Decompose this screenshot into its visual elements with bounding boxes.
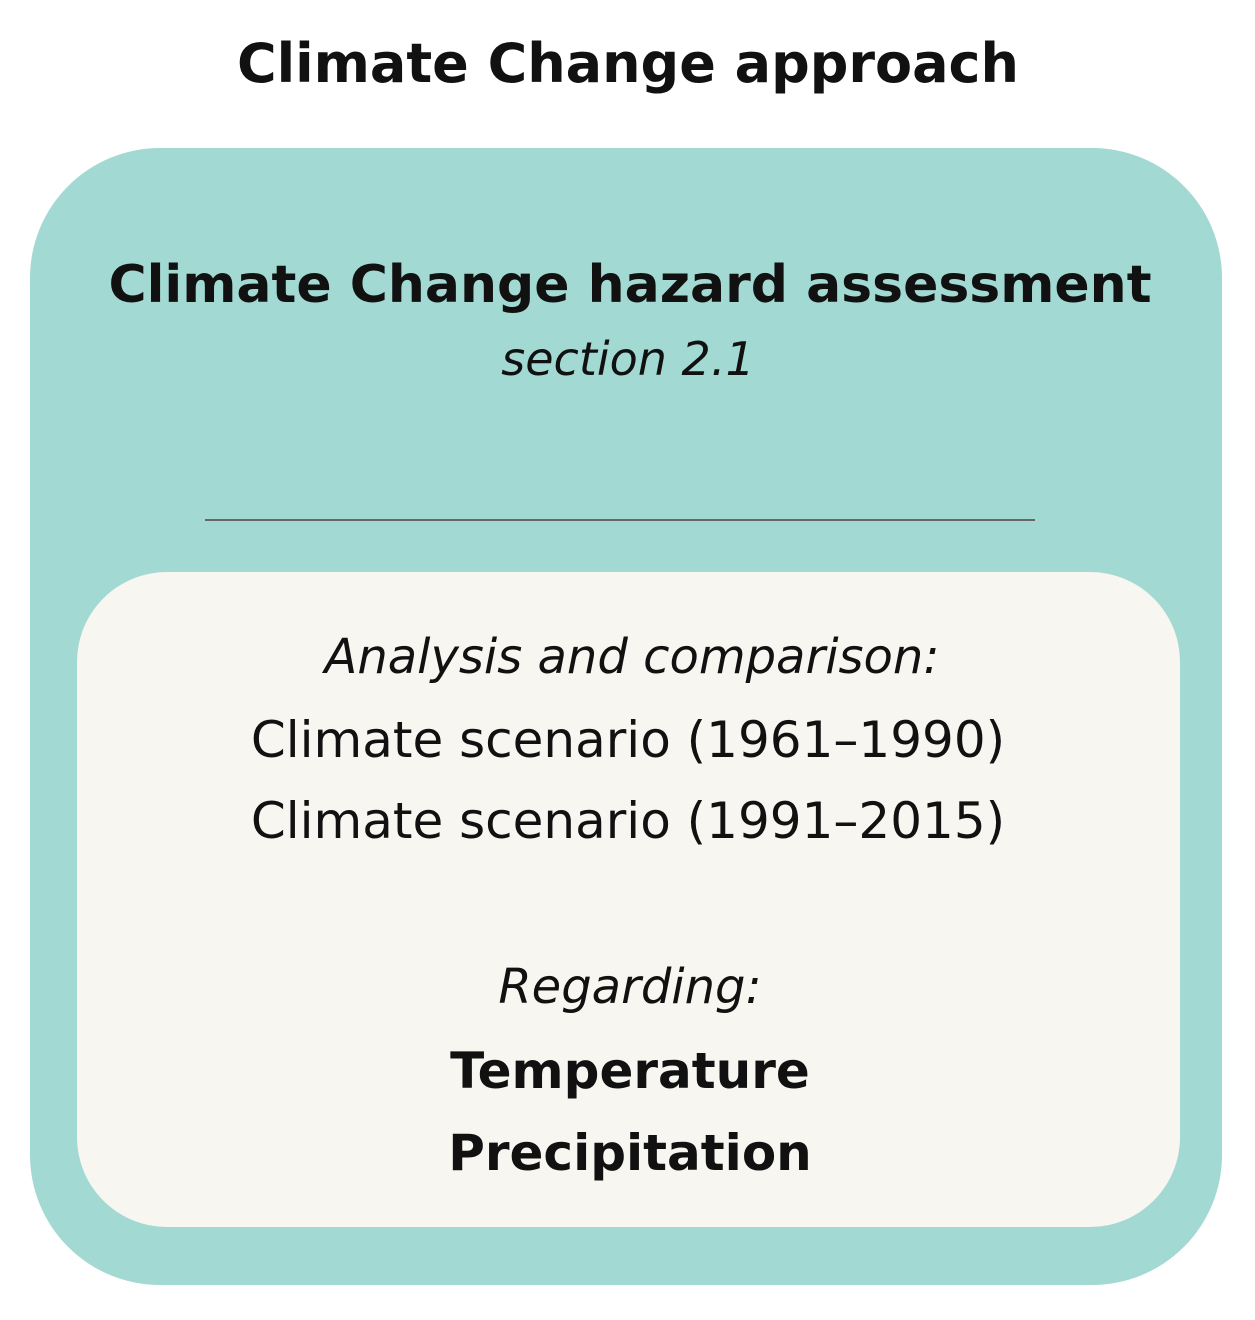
intro-text: Analysis and comparison:: [321, 629, 939, 685]
variable: Precipitation: [448, 1124, 812, 1182]
scenario: Climate scenario (1991–2015): [251, 792, 1005, 850]
variable: Temperature: [450, 1042, 810, 1100]
scenario: Climate scenario (1961–1990): [251, 711, 1005, 769]
box-subtitle: section 2.1: [501, 332, 754, 386]
regarding-text: Regarding:: [498, 959, 761, 1015]
page-title: Climate Change approach: [237, 32, 1019, 95]
box-title: Climate Change hazard assessment: [108, 255, 1151, 315]
inner-box: [77, 572, 1180, 1227]
